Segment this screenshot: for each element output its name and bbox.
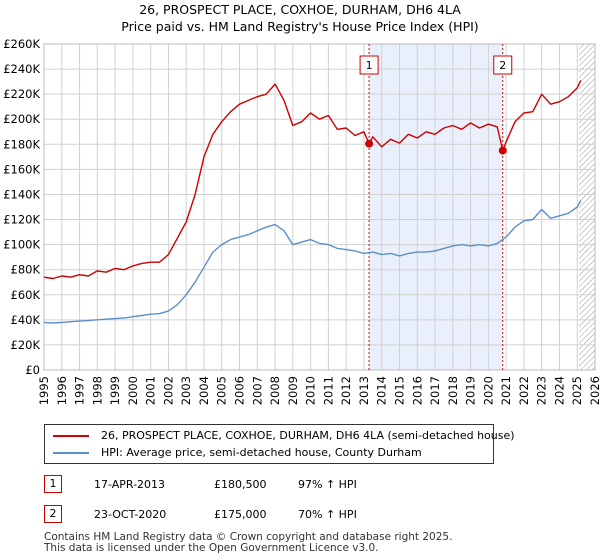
y-tick-label: £100K xyxy=(3,238,40,252)
annotation-date-2: 23-OCT-2020 xyxy=(94,508,167,521)
x-tick-label: 2020 xyxy=(481,376,495,405)
x-tick-label: 2001 xyxy=(144,376,158,405)
x-tick-label: 1997 xyxy=(73,376,87,405)
x-tick-label: 2019 xyxy=(464,376,478,405)
plot-area xyxy=(44,44,595,370)
y-tick-label: £0 xyxy=(25,363,40,377)
x-tick-label: 2014 xyxy=(375,376,389,405)
x-tick-label: 1998 xyxy=(90,376,104,405)
x-tick-label: 2003 xyxy=(179,376,193,405)
y-tick-label: £80K xyxy=(11,263,41,277)
price-chart: £0 £20K £40K £60K £80K £100K £120K £140K £160K £1… xyxy=(3,37,600,405)
sale-label-1: 1 xyxy=(366,59,373,72)
x-tick-label: 2005 xyxy=(215,376,229,405)
chart-subtitle: Price paid vs. HM Land Registry's House … xyxy=(121,19,479,34)
x-tick-label: 2024 xyxy=(552,376,566,405)
y-tick-label: £20K xyxy=(11,338,41,352)
annotation-price-2: £175,000 xyxy=(214,508,267,521)
x-tick-label: 2011 xyxy=(321,376,335,405)
y-tick-label: £40K xyxy=(11,313,41,327)
legend-label-hpi: HPI: Average price, semi-detached house,… xyxy=(101,446,422,459)
sale-period-shading xyxy=(369,44,503,370)
x-tick-label: 2026 xyxy=(588,376,600,405)
x-tick-label: 2021 xyxy=(499,376,513,405)
x-tick-label: 2013 xyxy=(357,376,371,405)
x-tick-label: 2022 xyxy=(517,376,531,405)
annotation-date-1: 17-APR-2013 xyxy=(94,478,166,491)
y-tick-label: £120K xyxy=(3,213,40,227)
x-tick-label: 2006 xyxy=(233,376,247,405)
footer-line-1: Contains HM Land Registry data © Crown c… xyxy=(44,531,453,543)
x-tick-label: 2002 xyxy=(161,376,175,405)
sale-label-2: 2 xyxy=(499,59,506,72)
y-tick-label: £200K xyxy=(3,112,40,126)
chart-title: 26, PROSPECT PLACE, COXHOE, DURHAM, DH6 … xyxy=(139,2,461,17)
annotation-badge-2: 2 xyxy=(44,505,62,523)
x-tick-label: 2015 xyxy=(392,376,406,405)
footer: Contains HM Land Registry data © Crown c… xyxy=(44,532,452,554)
x-tick-label: 2025 xyxy=(570,376,584,405)
property-price-line xyxy=(43,80,582,280)
x-tick-label: 1996 xyxy=(55,376,69,405)
annotation-price-1: £180,500 xyxy=(214,478,267,491)
legend-label-property: 26, PROSPECT PLACE, COXHOE, DURHAM, DH6 … xyxy=(101,429,515,442)
sale-point-1 xyxy=(365,139,374,148)
y-tick-label: £140K xyxy=(3,187,40,201)
x-tick-label: 2012 xyxy=(339,376,353,405)
x-tick-label: 2008 xyxy=(268,376,282,405)
x-tick-label: 2016 xyxy=(410,376,424,405)
x-tick-label: 2000 xyxy=(126,376,140,405)
plot-border xyxy=(43,43,596,371)
x-tick-label: 2004 xyxy=(197,376,211,405)
y-tick-label: £220K xyxy=(3,87,40,101)
annotation-hpi-1: 97% ↑ HPI xyxy=(298,478,357,491)
y-tick-label: £160K xyxy=(3,162,40,176)
x-tick-label: 1999 xyxy=(108,376,122,405)
sale-label-box-2 xyxy=(493,55,513,75)
future-hatch xyxy=(579,44,595,370)
annotation-hpi-2: 70% ↑ HPI xyxy=(298,508,357,521)
legend-swatch-blue xyxy=(53,452,89,454)
sale-label-box-1 xyxy=(359,55,379,75)
y-tick-label: £260K xyxy=(3,37,40,51)
x-tick-label: 2018 xyxy=(446,376,460,405)
y-tick-label: £60K xyxy=(11,288,41,302)
x-tick-label: 2023 xyxy=(535,376,549,405)
footer-line-2: This data is licensed under the Open Gov… xyxy=(44,542,379,554)
x-tick-label: 2007 xyxy=(250,376,264,405)
x-tick-label: 1995 xyxy=(37,376,51,405)
y-tick-label: £180K xyxy=(3,137,40,151)
legend-swatch-red xyxy=(53,435,89,437)
sale-point-2 xyxy=(498,146,507,155)
y-tick-label: £240K xyxy=(3,62,40,76)
x-tick-label: 2010 xyxy=(304,376,318,405)
x-tick-label: 2017 xyxy=(428,376,442,405)
legend: 26, PROSPECT PLACE, COXHOE, DURHAM, DH6 … xyxy=(44,424,515,464)
hpi-line xyxy=(43,200,582,324)
x-tick-label: 2009 xyxy=(286,376,300,405)
annotation-badge-1: 1 xyxy=(44,475,62,493)
